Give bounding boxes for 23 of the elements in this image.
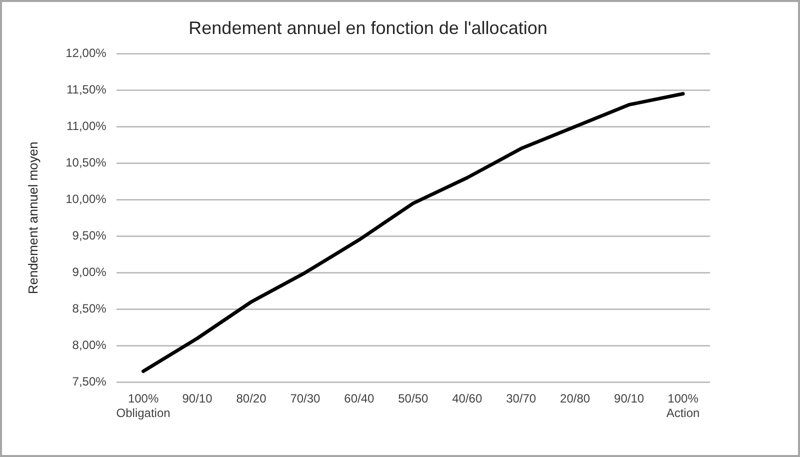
y-axis-title: Rendement annuel moyen <box>25 142 40 294</box>
y-tick-label: 11,00% <box>66 118 107 133</box>
y-tick-label: 10,50% <box>66 155 107 170</box>
y-tick-label: 9,00% <box>72 264 107 279</box>
x-tick-label: 70/30 <box>290 392 321 406</box>
x-tick-label: 100% Action <box>666 392 700 420</box>
x-tick-label: 100% Obligation <box>116 392 170 420</box>
y-tick-label: 10,00% <box>66 192 107 206</box>
y-tick-label: 8,50% <box>72 301 107 316</box>
x-tick-label: 30/70 <box>506 392 536 406</box>
y-tick-label: 11,50% <box>66 82 107 96</box>
x-tick-label: 50/50 <box>398 392 428 406</box>
x-tick-label: 80/20 <box>236 392 267 406</box>
y-tick-label: 8,00% <box>72 338 107 352</box>
y-tick-label: 7,50% <box>72 374 107 389</box>
y-tick-label: 12,00% <box>66 46 107 60</box>
x-tick-label: 90/10 <box>182 392 213 406</box>
chart-title: Rendement annuel en fonction de l'allocation <box>188 18 548 38</box>
x-tick-label: 20/80 <box>560 392 590 406</box>
x-tick-label: 40/60 <box>452 392 482 406</box>
x-tick-label: 60/40 <box>344 392 375 406</box>
x-tick-label: 90/10 <box>614 392 644 406</box>
y-tick-label: 9,50% <box>72 228 107 242</box>
